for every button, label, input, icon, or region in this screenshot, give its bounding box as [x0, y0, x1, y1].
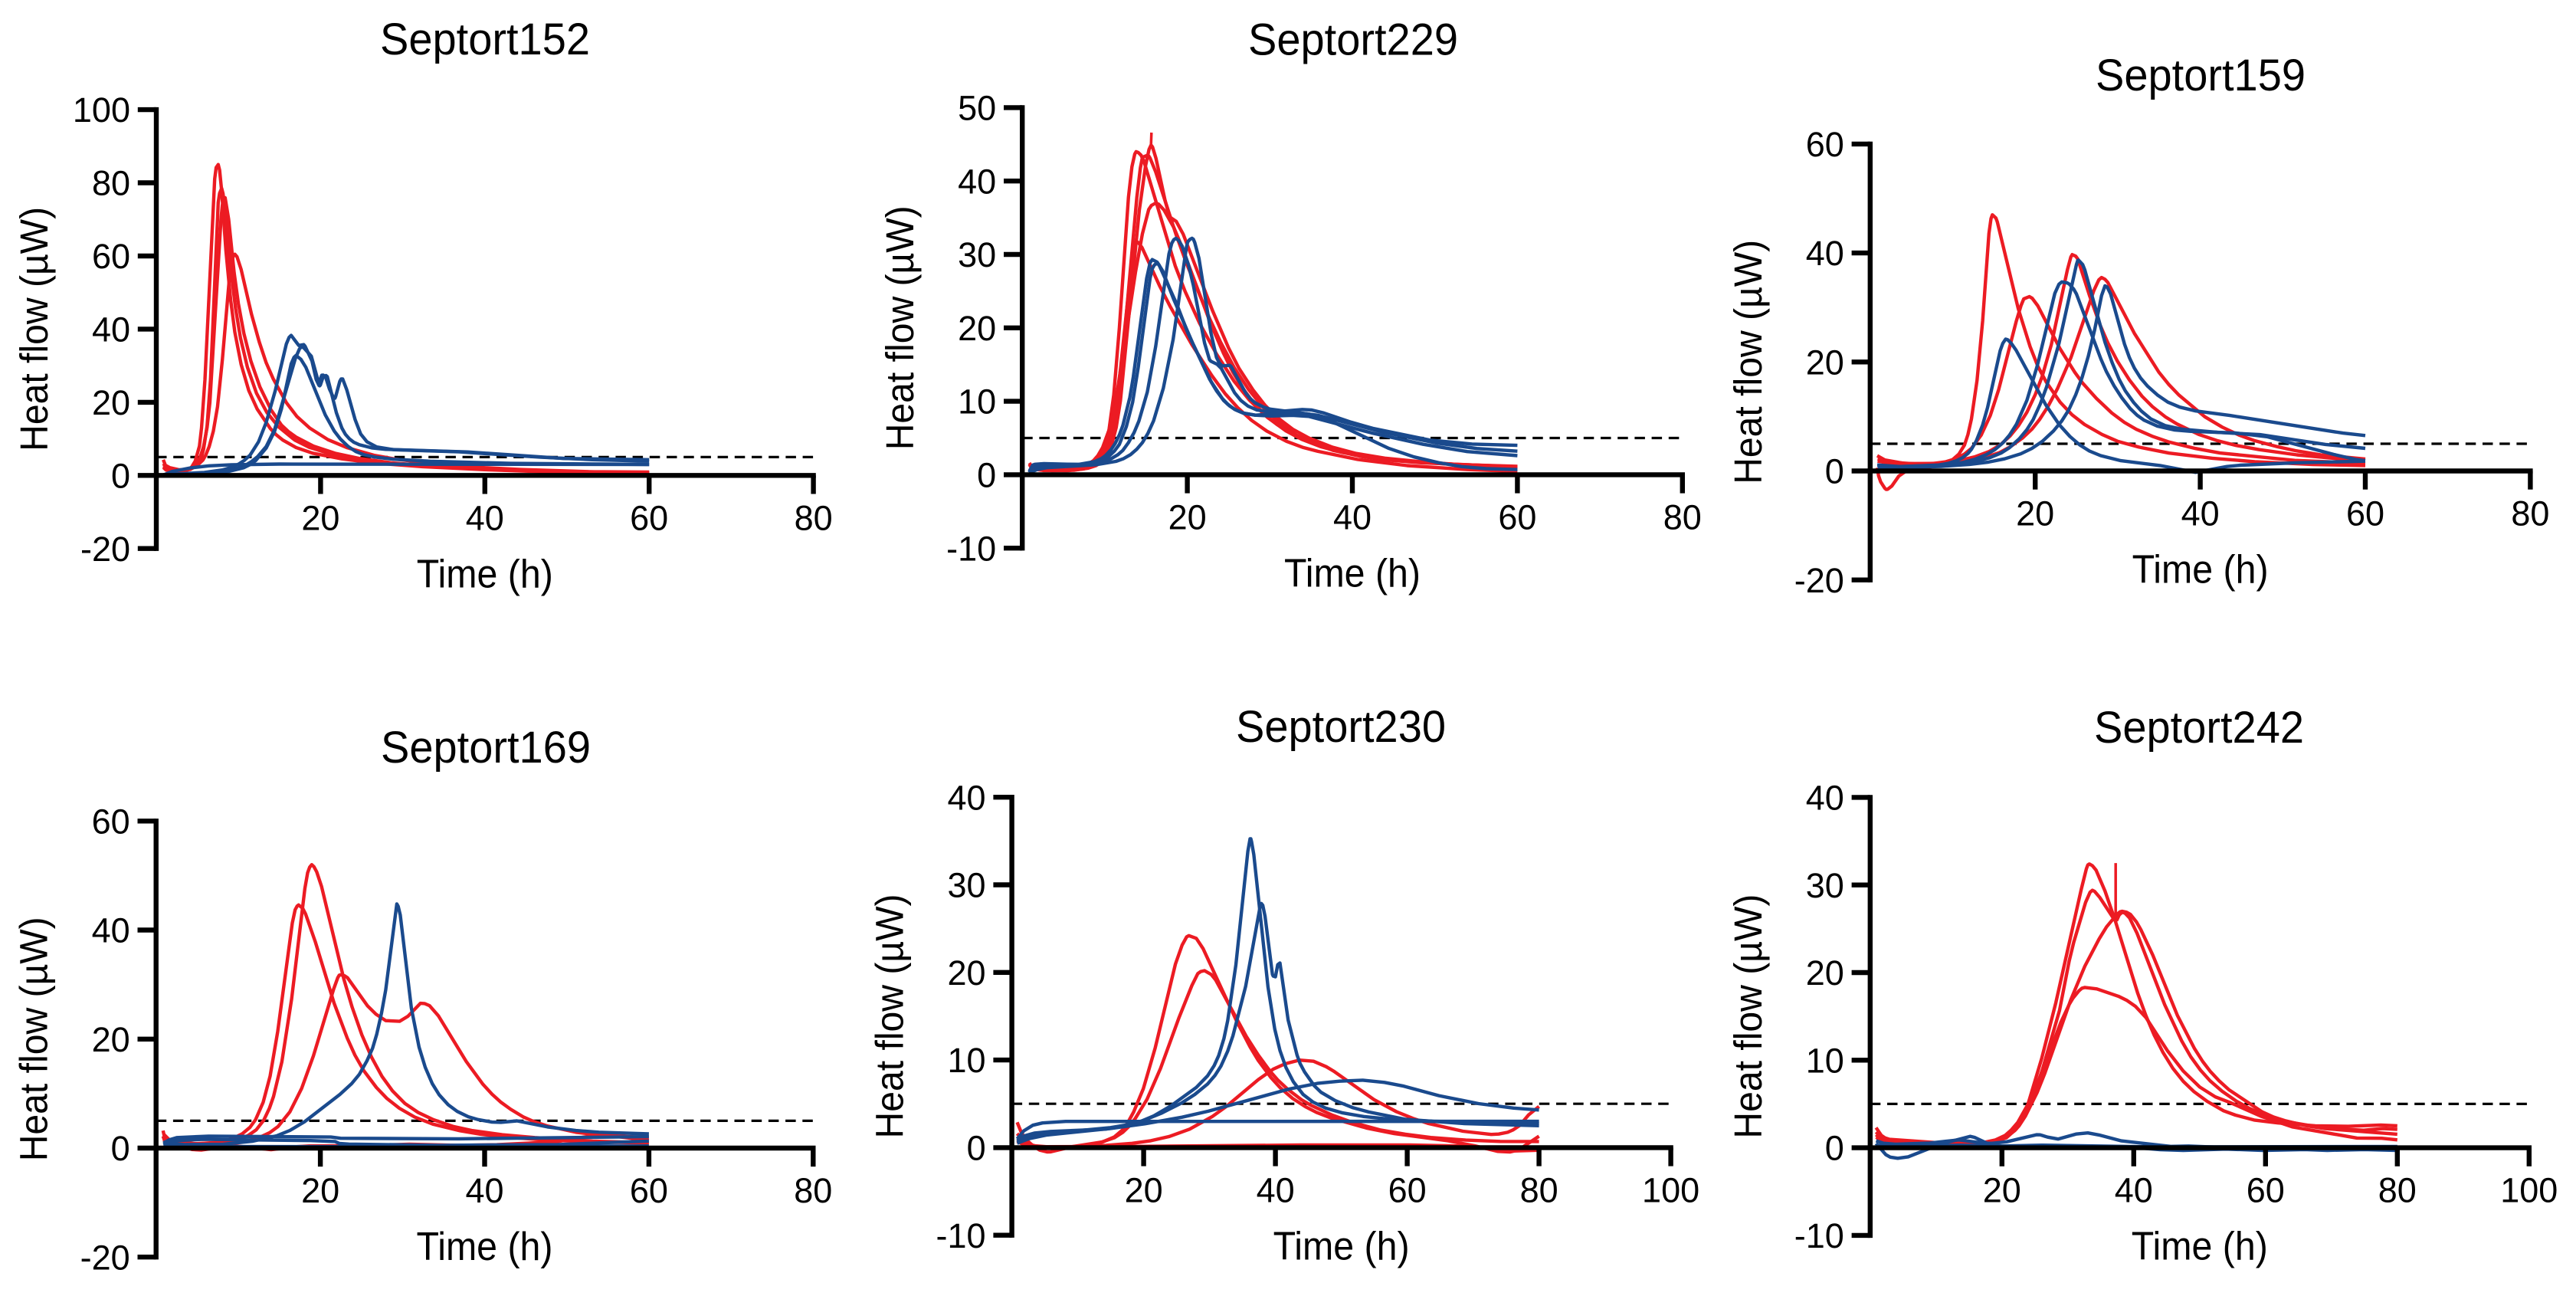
svg-text:20: 20: [92, 1020, 130, 1059]
svg-text:Septort159: Septort159: [2096, 51, 2306, 100]
svg-text:80: 80: [794, 1171, 832, 1210]
svg-text:-10: -10: [936, 1216, 986, 1255]
svg-text:Heat flow (µW): Heat flow (µW): [1726, 894, 1770, 1139]
svg-text:80: 80: [1663, 497, 1702, 536]
svg-text:0: 0: [111, 456, 130, 495]
svg-text:50: 50: [958, 89, 996, 128]
svg-text:40: 40: [1806, 234, 1844, 273]
svg-text:20: 20: [1168, 497, 1207, 536]
svg-text:20: 20: [1125, 1170, 1163, 1209]
svg-text:80: 80: [92, 164, 130, 203]
svg-text:60: 60: [92, 237, 130, 276]
svg-text:Heat flow (µW): Heat flow (µW): [868, 894, 912, 1139]
svg-text:Time (h): Time (h): [1284, 551, 1421, 596]
svg-text:20: 20: [958, 309, 996, 348]
svg-text:80: 80: [795, 498, 833, 537]
svg-text:60: 60: [2247, 1171, 2285, 1210]
svg-text:Time (h): Time (h): [1273, 1224, 1410, 1268]
svg-text:-20: -20: [80, 1238, 130, 1277]
svg-text:60: 60: [630, 498, 668, 537]
svg-text:Time (h): Time (h): [2132, 548, 2269, 592]
svg-text:20: 20: [2016, 494, 2054, 533]
svg-text:60: 60: [1806, 125, 1844, 164]
svg-text:60: 60: [92, 802, 130, 841]
svg-text:Heat flow (µW): Heat flow (µW): [878, 205, 922, 450]
svg-text:20: 20: [1983, 1171, 2021, 1210]
svg-text:30: 30: [1806, 866, 1844, 905]
svg-text:10: 10: [1806, 1041, 1844, 1080]
svg-text:20: 20: [301, 498, 339, 537]
svg-text:Heat flow (µW): Heat flow (µW): [1726, 240, 1770, 484]
svg-text:0: 0: [1825, 1129, 1844, 1168]
svg-text:80: 80: [2511, 494, 2549, 533]
svg-text:20: 20: [1806, 953, 1844, 993]
svg-text:Septort169: Septort169: [381, 723, 591, 773]
svg-text:60: 60: [630, 1171, 668, 1210]
svg-text:Heat flow (µW): Heat flow (µW): [12, 207, 56, 451]
svg-text:-10: -10: [946, 529, 996, 568]
svg-text:100: 100: [2500, 1171, 2558, 1210]
svg-text:40: 40: [465, 1171, 503, 1210]
svg-text:60: 60: [2346, 494, 2384, 533]
svg-text:20: 20: [1806, 343, 1844, 382]
svg-text:0: 0: [1825, 452, 1844, 491]
svg-text:40: 40: [2115, 1171, 2153, 1210]
svg-text:40: 40: [92, 310, 130, 349]
svg-text:0: 0: [111, 1129, 130, 1168]
svg-text:80: 80: [1520, 1170, 1558, 1209]
svg-text:100: 100: [73, 90, 130, 130]
svg-text:40: 40: [1806, 779, 1844, 818]
svg-text:40: 40: [2181, 494, 2220, 533]
svg-text:80: 80: [2378, 1171, 2417, 1210]
svg-text:Time (h): Time (h): [417, 1225, 553, 1269]
svg-text:Time (h): Time (h): [2132, 1225, 2268, 1269]
svg-text:20: 20: [92, 383, 130, 422]
svg-text:0: 0: [967, 1129, 986, 1168]
svg-text:40: 40: [1333, 497, 1372, 536]
svg-text:30: 30: [948, 866, 986, 905]
svg-text:100: 100: [1642, 1170, 1699, 1209]
svg-text:Septort229: Septort229: [1248, 15, 1458, 65]
svg-text:-10: -10: [1794, 1216, 1844, 1255]
svg-text:Septort152: Septort152: [380, 15, 590, 64]
svg-text:30: 30: [958, 235, 996, 274]
svg-text:40: 40: [466, 498, 504, 537]
svg-text:10: 10: [948, 1041, 986, 1080]
svg-text:10: 10: [958, 382, 996, 422]
svg-text:40: 40: [1257, 1170, 1295, 1209]
svg-text:40: 40: [958, 162, 996, 201]
svg-text:-20: -20: [80, 530, 130, 569]
svg-text:0: 0: [977, 456, 996, 495]
svg-text:40: 40: [948, 778, 986, 817]
svg-text:40: 40: [92, 911, 130, 950]
svg-text:60: 60: [1388, 1170, 1427, 1209]
svg-text:20: 20: [301, 1171, 339, 1210]
svg-text:Septort230: Septort230: [1236, 702, 1446, 752]
svg-text:Septort242: Septort242: [2094, 703, 2304, 753]
svg-text:-20: -20: [1794, 561, 1844, 600]
svg-text:Heat flow (µW): Heat flow (µW): [12, 917, 56, 1161]
svg-text:20: 20: [948, 953, 986, 993]
svg-text:60: 60: [1498, 497, 1536, 536]
svg-text:Time (h): Time (h): [417, 552, 553, 596]
